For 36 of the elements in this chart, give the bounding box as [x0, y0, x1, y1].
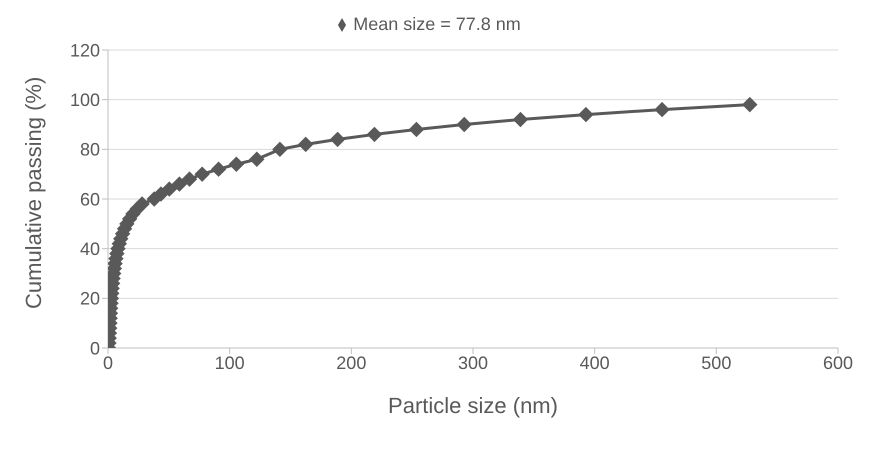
point — [228, 156, 244, 172]
x-tick-label: 100 — [214, 352, 245, 373]
point — [211, 162, 226, 177]
x-tick-label: 300 — [458, 352, 488, 373]
y-tick-label: 40 — [80, 239, 100, 260]
point — [512, 112, 528, 128]
point — [272, 142, 288, 157]
point — [298, 136, 314, 152]
x-tick-label: 400 — [580, 352, 610, 373]
y-tick-label: 100 — [70, 90, 100, 110]
point — [172, 176, 187, 192]
point — [742, 97, 758, 112]
point — [578, 107, 594, 122]
point — [153, 186, 168, 202]
y-axis-title: Cumulative passing (%) — [20, 76, 46, 309]
point — [249, 152, 264, 167]
point — [366, 126, 382, 142]
y-tick-label: 60 — [80, 189, 100, 210]
legend-label: Mean size = 77.8 nm — [353, 14, 521, 34]
point — [654, 102, 670, 118]
x-tick-label: 200 — [336, 352, 366, 373]
point — [456, 117, 472, 132]
point — [162, 182, 177, 197]
y-tick-label: 0 — [90, 338, 100, 358]
y-tick-label: 20 — [80, 288, 100, 309]
x-tick-label: 600 — [822, 352, 854, 373]
point — [134, 196, 150, 212]
y-tick-label: 80 — [80, 140, 100, 160]
point — [330, 132, 346, 147]
x-tick-label: 500 — [701, 352, 732, 373]
point — [194, 166, 210, 182]
x-tick-label: 0 — [102, 352, 114, 373]
point — [408, 122, 424, 137]
x-axis-title: Particle size (nm) — [388, 393, 558, 418]
y-tick-label: 120 — [70, 40, 100, 60]
point — [182, 172, 198, 187]
